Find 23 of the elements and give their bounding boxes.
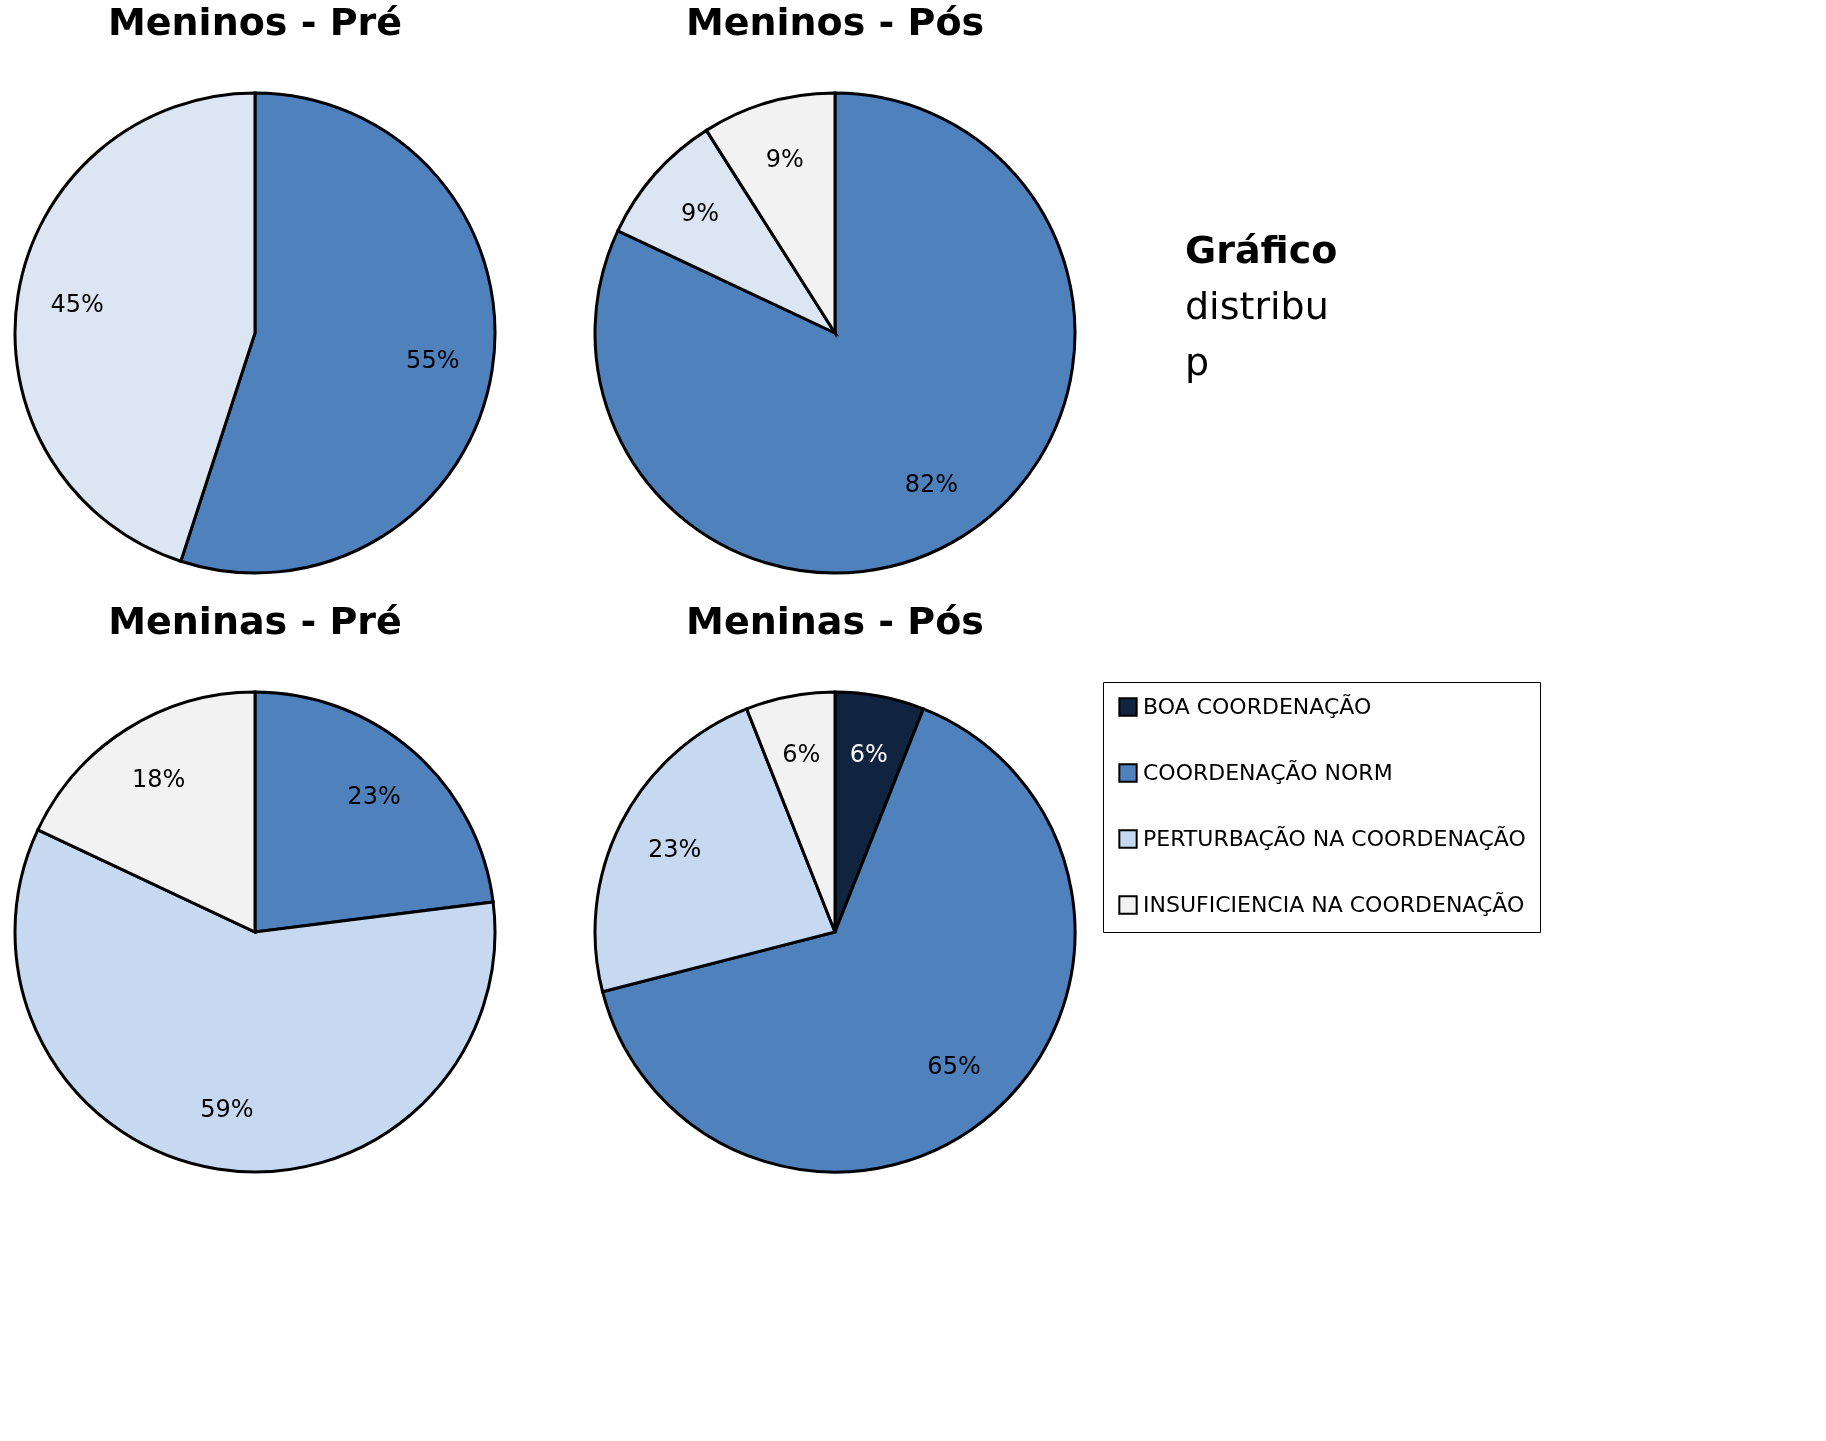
data-label: 59% [200,1094,254,1123]
data-label: 9% [765,145,804,174]
data-label: 45% [50,289,104,318]
chart-title: Meninos - Pré [107,0,403,44]
data-label: 9% [680,198,720,227]
chart-title: Meninas - Pós [686,598,984,643]
text: p [1185,340,1210,385]
legend-label: PERTURBAÇÃO NA COORDENAÇÃO [1143,825,1526,851]
data-label: 55% [406,346,460,375]
data-label: 6% [782,740,821,769]
data-label: 18% [131,765,186,794]
legend-label: COORDENAÇÃO NORM [1143,759,1393,785]
data-label: 23% [347,781,401,810]
data-label: 6% [849,740,888,769]
data-label: 65% [927,1052,981,1081]
data-label: 82% [904,469,959,498]
text: distribu [1185,284,1329,328]
text: Gráfico [1185,227,1338,272]
data-label: 23% [647,835,702,864]
legend-label: BOA COORDENAÇÃO [1143,693,1372,719]
legend-label: INSUFICIENCIA NA COORDENAÇÃO [1143,891,1525,917]
chart-title: Meninas - Pré [108,599,402,643]
chart-title: Meninos - Pós [685,0,985,44]
